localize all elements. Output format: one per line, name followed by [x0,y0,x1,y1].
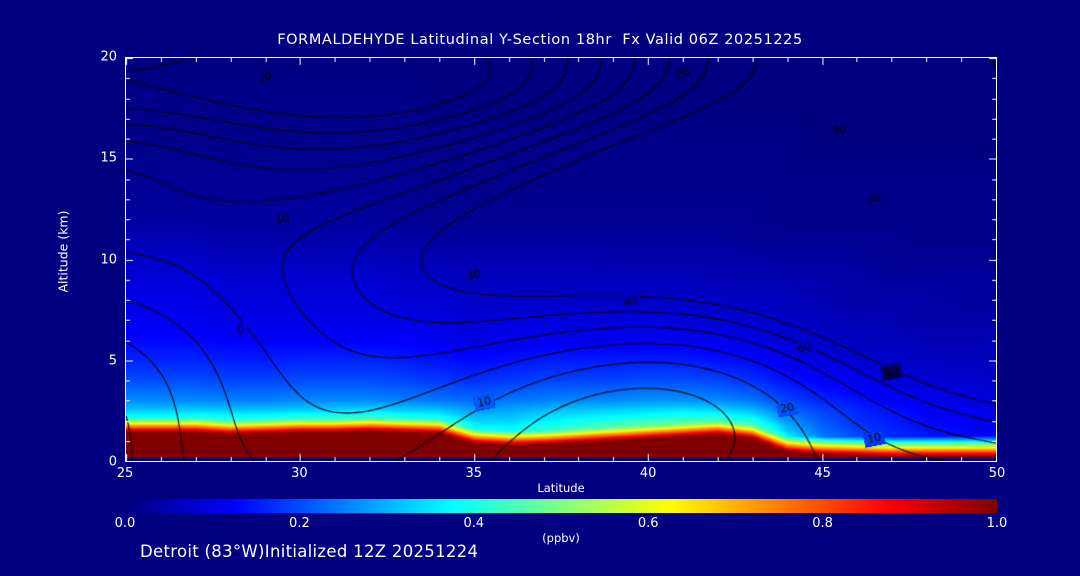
plot-area [125,57,997,462]
x-tick-label-40: 40 [639,466,657,481]
x-axis-label: Latitude [537,481,585,495]
y-tick-label-10: 10 [100,252,117,267]
y-tick-label-15: 15 [100,150,117,166]
colorbar-tick-0.2: 0.2 [289,516,310,531]
x-tick-label-35: 35 [465,466,483,481]
y-axis-label: Altitude (km) [55,210,71,293]
colorbar-gradient [125,499,997,513]
x-tick-label-45: 45 [814,466,831,481]
colorbar-tick-0.0: 0.0 [114,516,136,531]
colorbar [125,499,997,513]
chart-title: FORMALDEHYDE Latitudinal Y-Section 18hr … [277,32,803,48]
y-tick-label-0: 0 [108,454,117,470]
colorbar-unit-label: (ppbv) [542,531,580,545]
x-tick-label-50: 50 [988,466,1006,481]
y-tick-label-5: 5 [108,353,117,369]
x-tick-label-25: 25 [116,466,134,481]
colorbar-tick-1.0: 1.0 [986,516,1008,531]
colorbar-tick-0.4: 0.4 [463,516,485,531]
y-tick-label-20: 20 [100,49,117,65]
station-footer: Detroit (83°W)Initialized 12Z 20251224 [140,542,479,561]
colorbar-tick-0.6: 0.6 [637,516,659,531]
cross-section-heatmap [126,58,996,461]
x-tick-label-30: 30 [291,466,308,481]
colorbar-tick-0.8: 0.8 [812,516,833,531]
